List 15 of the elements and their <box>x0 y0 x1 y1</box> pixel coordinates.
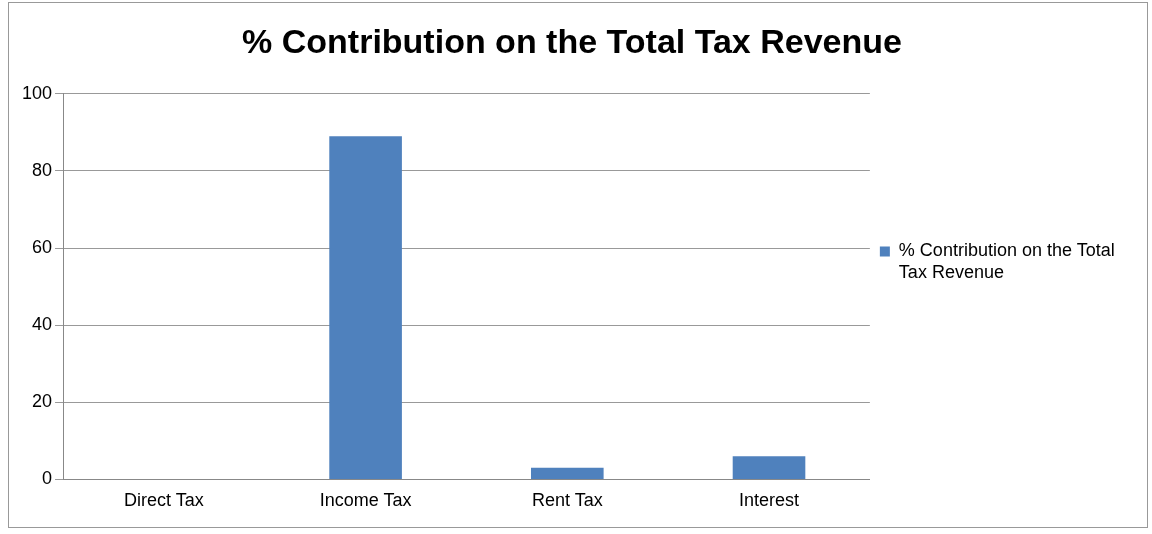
x-tick-label: Direct Tax <box>124 490 204 511</box>
y-tick-label: 100 <box>21 82 53 103</box>
y-tick-label: 40 <box>32 314 53 335</box>
y-tick-label: 20 <box>32 391 53 412</box>
y-tick-label: 80 <box>32 159 53 180</box>
legend-label: % Contribution on the Total Tax Revenue <box>898 240 1115 282</box>
x-tick-label: Interest <box>739 490 800 511</box>
bar <box>732 456 806 479</box>
bar <box>329 136 402 479</box>
y-tick-label: 60 <box>32 237 53 258</box>
x-tick-label: Income Tax <box>319 490 412 511</box>
bar <box>531 467 604 479</box>
chart-title: % Contribution on the Total Tax Revenue <box>242 21 902 60</box>
y-tick-label: 0 <box>42 468 53 489</box>
x-tick-label: Rent Tax <box>531 490 603 511</box>
